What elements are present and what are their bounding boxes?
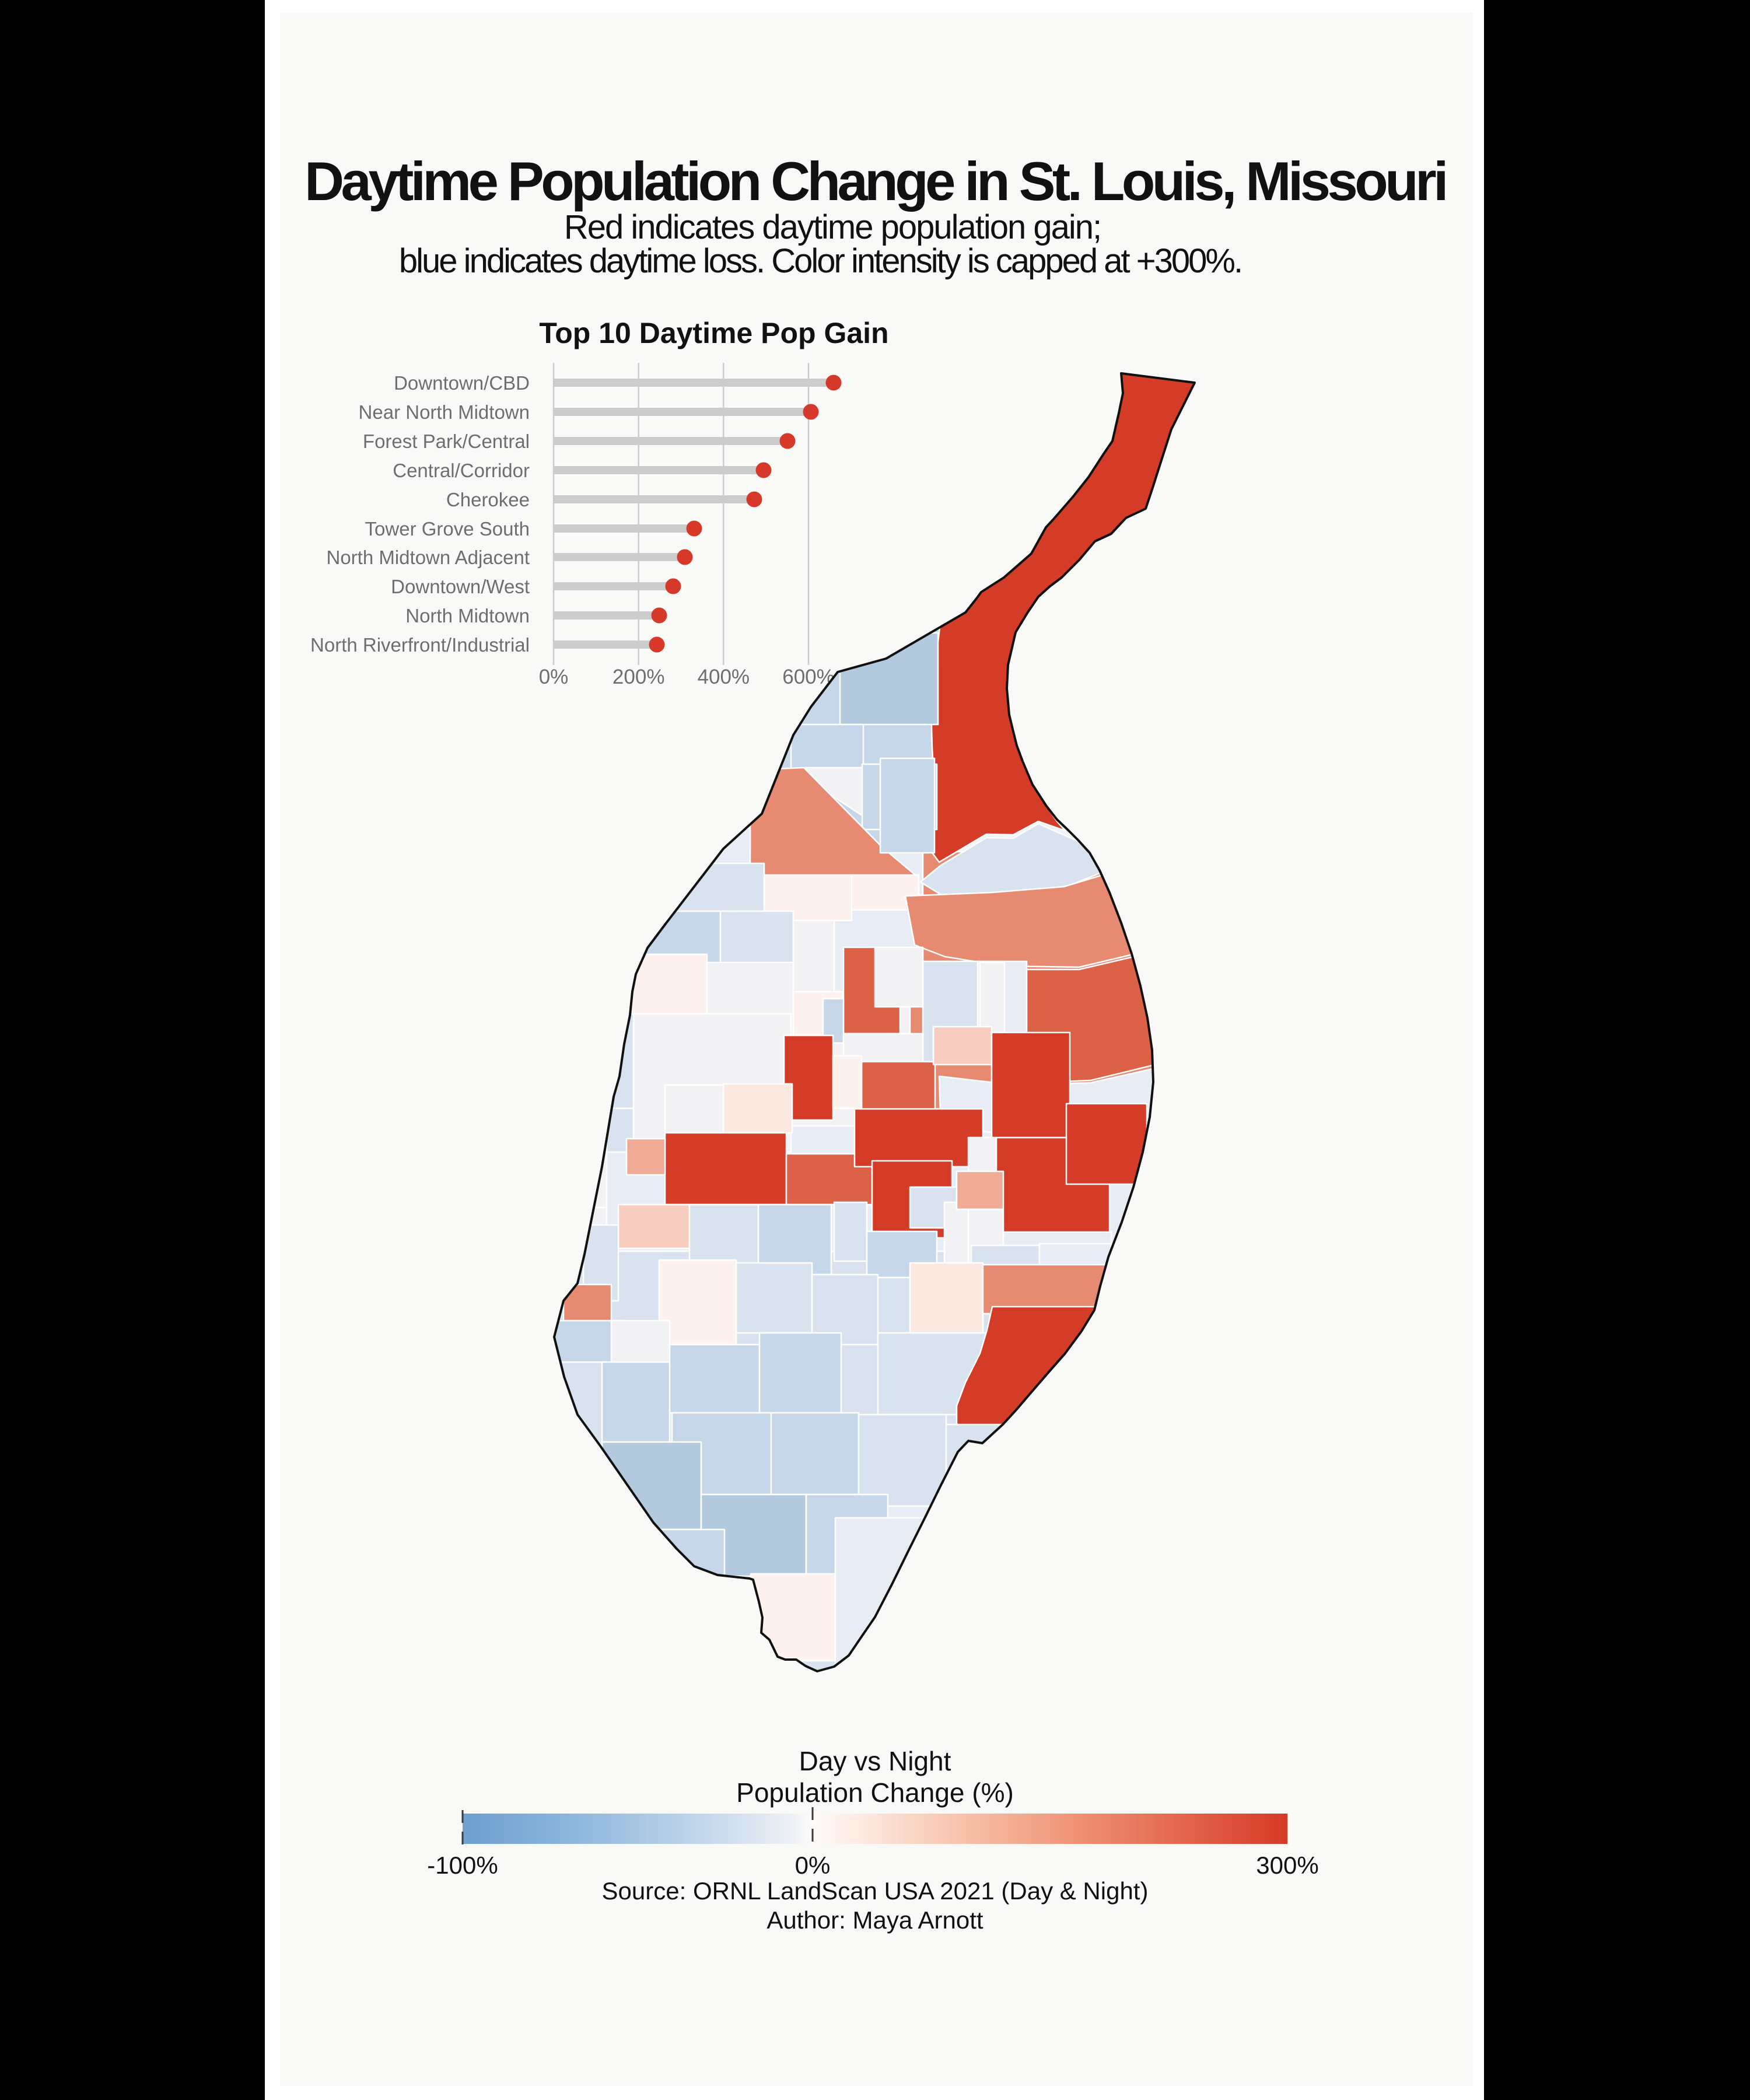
svg-text:Top 10 Daytime Pop Gain: Top 10 Daytime Pop Gain: [539, 317, 888, 349]
svg-text:North Midtown: North Midtown: [405, 605, 530, 626]
svg-text:0%: 0%: [539, 666, 569, 688]
svg-text:Tower Grove South: Tower Grove South: [365, 518, 530, 540]
svg-text:Day vs Night: Day vs Night: [799, 1746, 951, 1776]
svg-text:600%: 600%: [782, 666, 835, 688]
svg-text:blue indicates daytime loss. C: blue indicates daytime loss. Color inten…: [399, 242, 1241, 280]
svg-text:Red indicates daytime populati: Red indicates daytime population gain;: [564, 208, 1101, 246]
svg-text:0%: 0%: [795, 1852, 831, 1879]
svg-text:400%: 400%: [698, 666, 750, 688]
svg-text:-100%: -100%: [427, 1852, 498, 1879]
svg-text:Downtown/CBD: Downtown/CBD: [394, 372, 530, 394]
svg-text:200%: 200%: [612, 666, 665, 688]
svg-text:Central/Corridor: Central/Corridor: [393, 460, 530, 481]
svg-text:Cherokee: Cherokee: [446, 489, 530, 510]
svg-text:Population Change (%): Population Change (%): [736, 1777, 1014, 1808]
svg-text:Downtown/West: Downtown/West: [391, 576, 530, 597]
svg-text:300%: 300%: [1256, 1852, 1318, 1879]
svg-text:North Midtown Adjacent: North Midtown Adjacent: [326, 547, 530, 568]
svg-text:Forest Park/Central: Forest Park/Central: [363, 430, 530, 452]
svg-text:Daytime Population Change in S: Daytime Population Change in St. Louis, …: [304, 150, 1446, 212]
svg-text:Source: ORNL LandScan USA 2021: Source: ORNL LandScan USA 2021 (Day & Ni…: [602, 1877, 1149, 1905]
svg-text:North Riverfront/Industrial: North Riverfront/Industrial: [310, 634, 530, 656]
svg-text:Near North Midtown: Near North Midtown: [359, 401, 530, 423]
svg-text:Author: Maya Arnott: Author: Maya Arnott: [766, 1906, 984, 1934]
